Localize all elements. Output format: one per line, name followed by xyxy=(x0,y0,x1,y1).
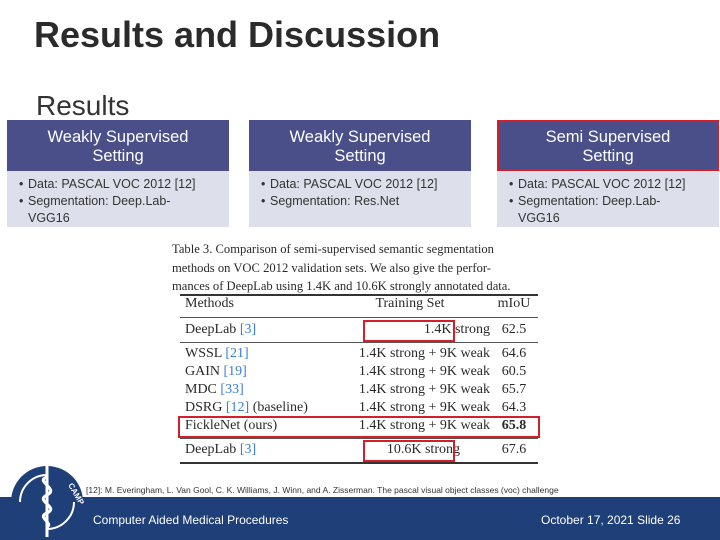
table-row: WSSL [21] 1.4K strong + 9K weak 64.6 xyxy=(185,346,527,361)
highlight-box-1-4k xyxy=(363,320,455,342)
footer-bar xyxy=(0,497,720,540)
paper-table-figure: Table 3. Comparison of semi-supervised s… xyxy=(168,232,548,464)
highlight-box-ficklenet xyxy=(178,416,540,438)
bullet-item: Segmentation: Deep.Lab-VGG16 xyxy=(19,193,223,227)
table-row: MDC [33] 1.4K strong + 9K weak 65.7 xyxy=(185,382,527,397)
column-body: Data: PASCAL VOC 2012 [12] Segmentation:… xyxy=(249,171,471,227)
header-methods: Methods xyxy=(185,296,234,311)
table-row: DeepLab [3] 1.4K strong 62.5 xyxy=(185,322,527,337)
table-rule xyxy=(180,438,538,439)
camp-logo: CAMP xyxy=(11,465,86,538)
table-row: DeepLab [3] 10.6K strong 67.6 xyxy=(185,442,527,457)
column-header: Weakly Supervised Setting xyxy=(7,120,229,171)
column-header: Semi Supervised Setting xyxy=(497,120,719,171)
setting-column-1: Weakly Supervised Setting Data: PASCAL V… xyxy=(7,120,229,227)
table-row: DSRG [12] (baseline) 1.4K strong + 9K we… xyxy=(185,400,527,415)
table-rule xyxy=(180,342,538,343)
slide-subtitle: Results xyxy=(36,90,130,121)
table-row-ours: FickleNet (ours) 1.4K strong + 9K weak 6… xyxy=(185,418,527,433)
setting-column-2: Weakly Supervised Setting Data: PASCAL V… xyxy=(249,120,471,227)
bullet-item: Segmentation: Res.Net xyxy=(261,193,465,210)
column-body: Data: PASCAL VOC 2012 [12] Segmentation:… xyxy=(497,171,719,227)
highlight-box-10-6k xyxy=(363,440,455,462)
column-header: Weakly Supervised Setting xyxy=(249,120,471,171)
table-rule xyxy=(180,317,538,318)
bullet-item: Segmentation: Deep.Lab-VGG16 xyxy=(509,193,713,227)
reference-note: [12]: M. Everingham, L. Van Gool, C. K. … xyxy=(86,485,559,495)
setting-column-3-highlighted: Semi Supervised Setting Data: PASCAL VOC… xyxy=(497,120,719,227)
bullet-item: Data: PASCAL VOC 2012 [12] xyxy=(509,176,713,193)
footer-institution: Computer Aided Medical Procedures xyxy=(93,513,289,527)
header-miou: mIoU xyxy=(497,296,531,311)
footer-date-slide: October 17, 2021 Slide 26 xyxy=(541,513,681,527)
table-row: GAIN [19] 1.4K strong + 9K weak 60.5 xyxy=(185,364,527,379)
bullet-item: Data: PASCAL VOC 2012 [12] xyxy=(261,176,465,193)
bullet-item: Data: PASCAL VOC 2012 [12] xyxy=(19,176,223,193)
slide-title: Results and Discussion xyxy=(34,14,441,55)
table-rule xyxy=(180,462,538,464)
table-header-row: Methods Training Set mIoU xyxy=(180,296,538,314)
table-caption: Table 3. Comparison of semi-supervised s… xyxy=(172,242,511,293)
header-training-set: Training Set xyxy=(375,296,445,311)
column-body: Data: PASCAL VOC 2012 [12] Segmentation:… xyxy=(7,171,229,227)
table-rule xyxy=(180,294,538,296)
